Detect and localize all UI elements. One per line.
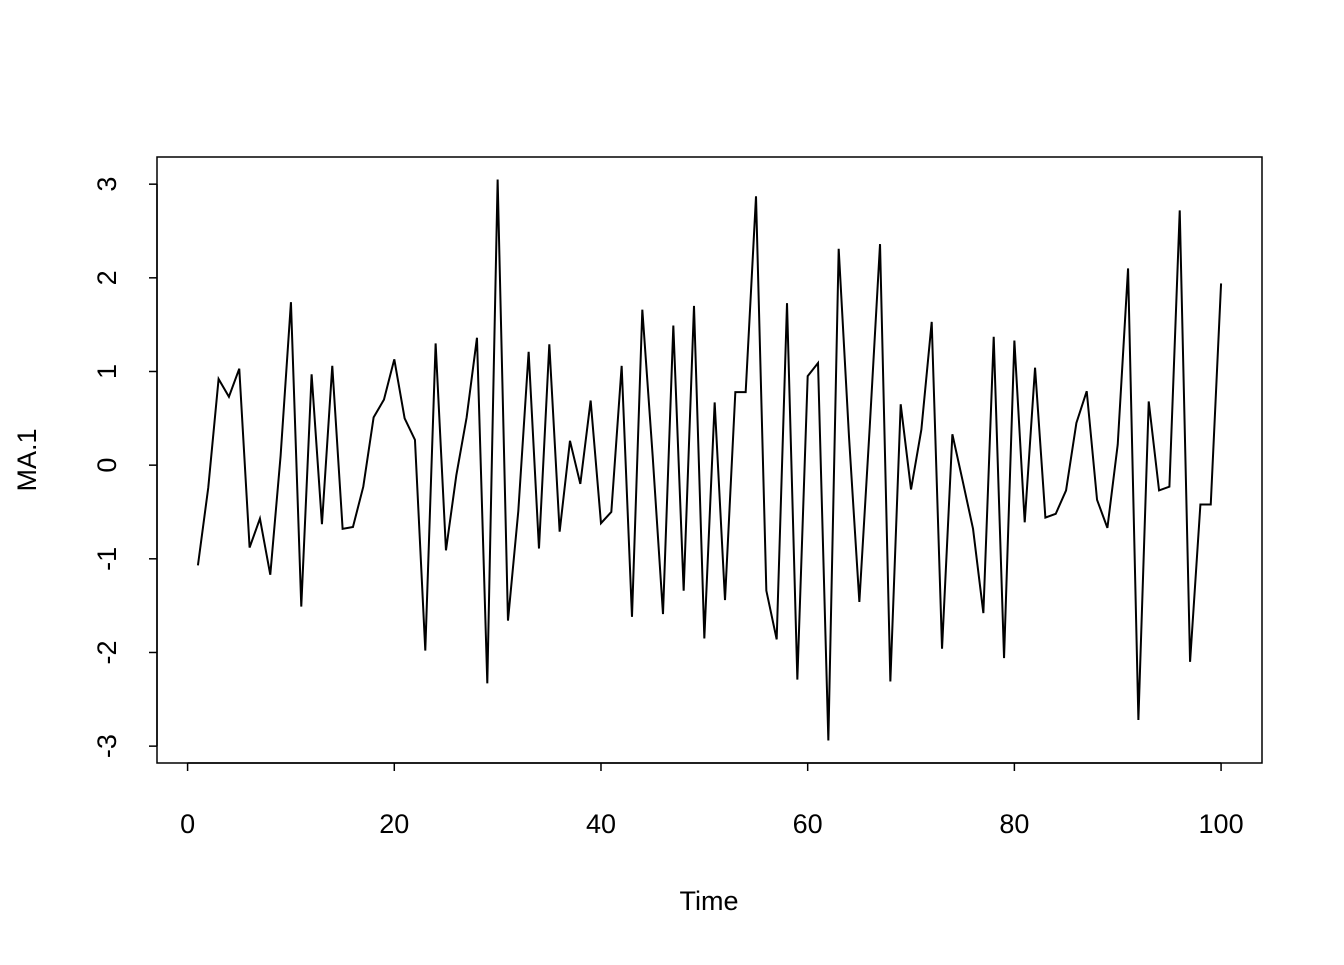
data-line bbox=[196, 179, 1223, 741]
y-tick-label: -3 bbox=[92, 734, 122, 758]
x-tick-label: 60 bbox=[793, 809, 823, 839]
x-tick-label: 40 bbox=[586, 809, 616, 839]
y-tick-label: 2 bbox=[92, 270, 122, 285]
y-tick-label: -1 bbox=[92, 547, 122, 571]
plot-box bbox=[156, 156, 1263, 764]
x-tick-label: 100 bbox=[1199, 809, 1244, 839]
y-tick-label: 3 bbox=[92, 177, 122, 192]
y-tick-label: 0 bbox=[92, 458, 122, 473]
x-tick-label: 80 bbox=[999, 809, 1029, 839]
x-tick-label: 20 bbox=[379, 809, 409, 839]
y-tick-label: 1 bbox=[92, 364, 122, 379]
y-axis-label: MA.1 bbox=[12, 428, 42, 491]
y-tick-label: -2 bbox=[92, 640, 122, 664]
x-tick-label: 0 bbox=[180, 809, 195, 839]
x-axis-label: Time bbox=[680, 886, 739, 916]
